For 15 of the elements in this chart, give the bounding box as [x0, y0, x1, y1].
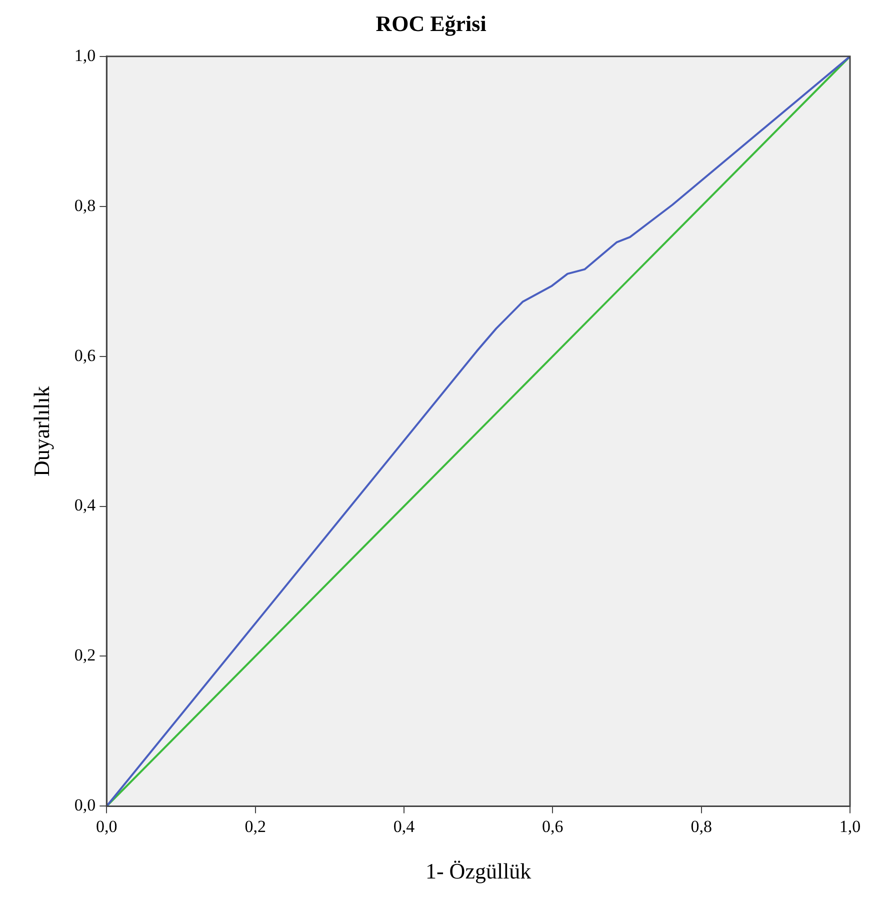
- y-tick-label: 0,4: [74, 496, 96, 515]
- x-tick-label: 0,8: [690, 816, 712, 836]
- y-axis-title: Duyarlılık: [28, 386, 54, 477]
- y-tick-label: 0,2: [74, 646, 96, 665]
- y-tick-label: 0,8: [74, 196, 96, 215]
- x-tick-label: 0,4: [393, 816, 416, 836]
- x-tick-label: 0,6: [542, 816, 564, 836]
- x-axis-title: 1- Özgüllük: [425, 858, 532, 884]
- y-tick-label: 0,6: [74, 346, 96, 365]
- y-tick-label: 0,0: [74, 796, 96, 815]
- y-tick-label: 1,0: [74, 46, 96, 65]
- x-tick-label: 0,2: [244, 816, 266, 836]
- x-tick-label: 0,0: [96, 816, 118, 836]
- x-tick-label: 1,0: [839, 816, 861, 836]
- chart-title: ROC Eğrisi: [376, 10, 486, 36]
